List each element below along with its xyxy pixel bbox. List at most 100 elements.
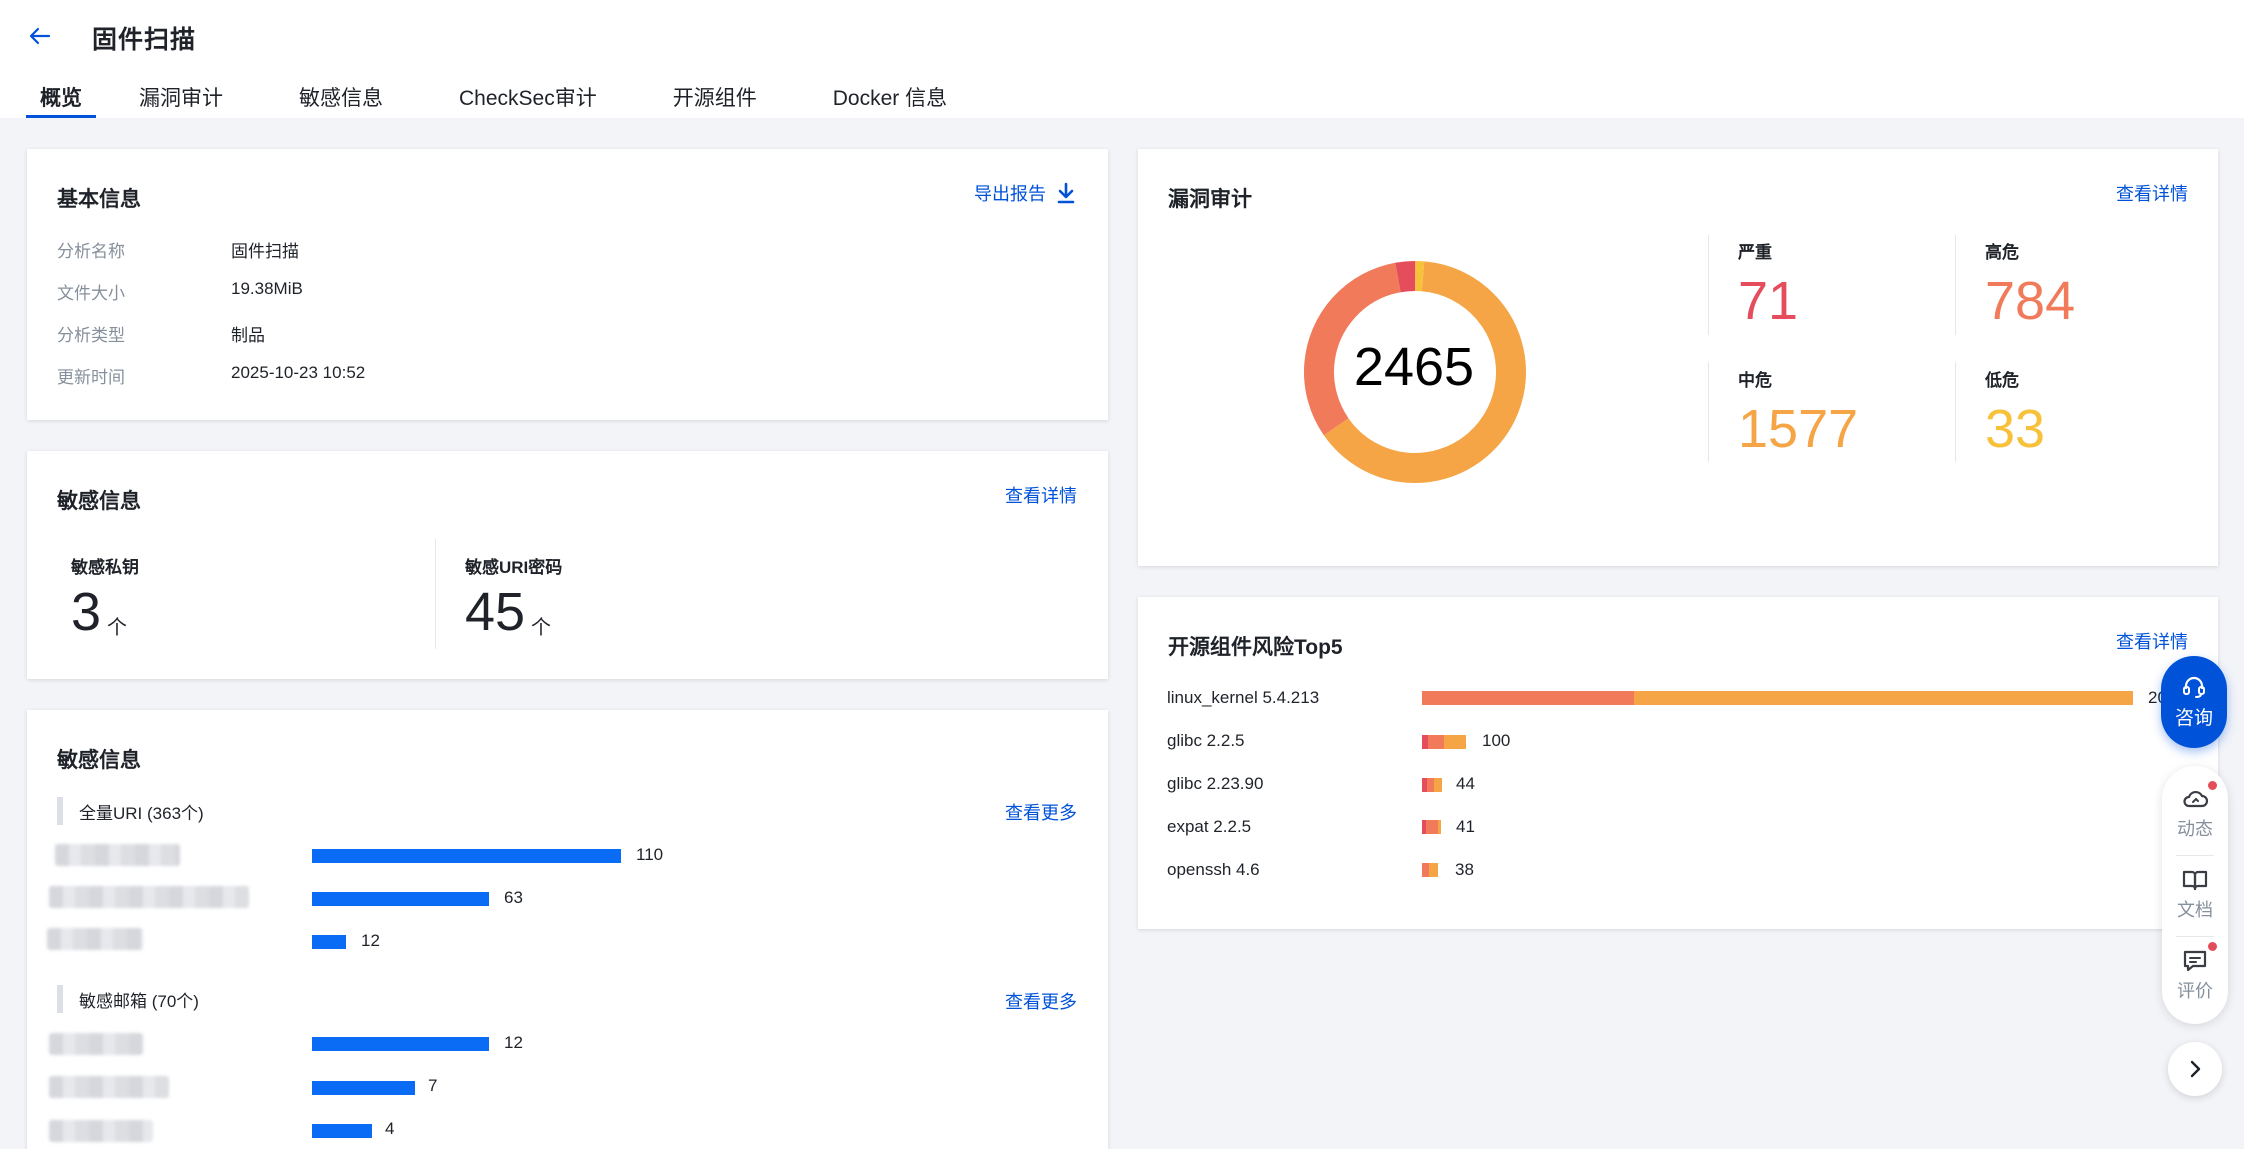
severity-divider <box>1708 362 1709 462</box>
analysis-type-label: 分析类型 <box>57 326 125 345</box>
page-header: 固件扫描 概览 漏洞审计 敏感信息 CheckSec审计 开源组件 Docker… <box>0 0 2244 118</box>
file-size-label: 文件大小 <box>57 284 125 303</box>
vuln-detail-link[interactable]: 查看详情 <box>2116 184 2188 204</box>
high-count: 784 <box>1985 271 2076 331</box>
component-name: linux_kernel 5.4.213 <box>1167 688 1320 707</box>
component-bar-medium <box>1429 863 1438 877</box>
widget-separator <box>2176 936 2214 937</box>
component-value: 100 <box>1482 731 1511 750</box>
analysis-name-label: 分析名称 <box>57 242 125 261</box>
section-marker <box>57 985 63 1013</box>
tab-docker[interactable]: Docker 信息 <box>832 87 948 110</box>
high-label: 高危 <box>1985 243 2019 262</box>
email-bar-3-value: 4 <box>385 1119 395 1138</box>
sensitive-detail-link[interactable]: 查看详情 <box>1005 486 1077 506</box>
vuln-total: 2465 <box>1353 337 1475 397</box>
uri-section-header: 全量URI (363个) <box>57 796 204 826</box>
uri-more-link[interactable]: 查看更多 <box>1005 803 1077 823</box>
card-title: 敏感信息 <box>57 749 141 772</box>
download-icon <box>1057 182 1075 204</box>
email-bar-3 <box>312 1124 372 1138</box>
uri-password-label: 敏感URI密码 <box>465 558 563 577</box>
back-button[interactable] <box>22 18 58 54</box>
component-name: glibc 2.23.90 <box>1167 774 1264 793</box>
book-icon <box>2182 870 2208 891</box>
feedback-widget[interactable]: 评价 <box>2162 936 2228 1016</box>
blurred-email-label <box>49 1076 169 1098</box>
email-section-header: 敏感邮箱 (70个) <box>57 984 199 1014</box>
stat-divider <box>435 539 436 649</box>
tab-checksec[interactable]: CheckSec审计 <box>459 87 597 110</box>
analysis-type-value: 制品 <box>231 326 265 345</box>
component-bar-high <box>1427 778 1434 792</box>
component-bar-medium <box>1634 691 2133 705</box>
low-count: 33 <box>1985 399 2046 459</box>
blurred-uri-label <box>55 844 180 866</box>
page-title: 固件扫描 <box>92 26 197 54</box>
updated-time-label: 更新时间 <box>57 368 125 387</box>
tab-open-source[interactable]: 开源组件 <box>672 87 757 110</box>
component-bar-medium <box>1434 778 1442 792</box>
severity-divider <box>1708 235 1709 335</box>
export-report-link[interactable]: 导出报告 <box>974 180 1076 206</box>
low-label: 低危 <box>1985 371 2019 390</box>
top5-detail-link[interactable]: 查看详情 <box>2116 632 2188 652</box>
news-badge <box>2208 781 2217 790</box>
critical-count: 71 <box>1738 271 1799 331</box>
chevron-right-icon <box>2190 1060 2201 1078</box>
blurred-email-label <box>49 1120 153 1142</box>
component-bar-medium <box>1438 820 1441 834</box>
vuln-audit-card: 漏洞审计 查看详情 严重 71 高危 784 中危 1577 低危 33 <box>1138 149 2218 566</box>
docs-widget[interactable]: 文档 <box>2162 855 2228 935</box>
email-bar-2 <box>312 1081 415 1095</box>
email-more-link[interactable]: 查看更多 <box>1005 992 1077 1012</box>
component-value: 41 <box>1456 817 1475 836</box>
component-bar-high <box>1428 735 1444 749</box>
private-key-label: 敏感私钥 <box>71 558 139 577</box>
medium-count: 1577 <box>1738 399 1859 459</box>
blurred-uri-label <box>47 928 143 950</box>
uri-bar-2-value: 63 <box>504 888 523 907</box>
section-marker <box>57 797 63 825</box>
uri-bar-3-value: 12 <box>361 931 380 950</box>
donut-slice-3 <box>1304 261 1526 483</box>
email-bar-1 <box>312 1037 489 1051</box>
uri-bar-1-value: 110 <box>636 845 664 864</box>
news-widget[interactable]: 动态 <box>2162 774 2228 854</box>
uri-bar-2 <box>312 892 489 906</box>
card-title: 敏感信息 <box>57 490 141 513</box>
sensitive-bars-card: 敏感信息 全量URI (363个) 查看更多 110 63 12 敏感邮箱 (7… <box>27 710 1108 1149</box>
component-value: 44 <box>1456 774 1475 793</box>
component-bar-critical <box>1422 735 1428 749</box>
uri-bar-1 <box>312 849 621 863</box>
headset-icon <box>2183 676 2205 698</box>
updated-time-value: 2025-10-23 10:52 <box>231 363 366 382</box>
uri-password-count: 45 <box>465 582 526 642</box>
tab-overview[interactable]: 概览 <box>26 80 96 118</box>
consult-label: 咨询 <box>2174 707 2213 729</box>
docs-label: 文档 <box>2177 900 2213 920</box>
component-name: expat 2.2.5 <box>1167 817 1252 836</box>
uri-password-unit: 个 <box>531 617 551 639</box>
consult-button[interactable]: 咨询 <box>2161 656 2227 748</box>
component-name: openssh 4.6 <box>1167 860 1260 879</box>
uri-bar-3 <box>312 935 346 949</box>
severity-divider <box>1955 362 1956 462</box>
tab-vuln-audit[interactable]: 漏洞审计 <box>139 87 223 110</box>
side-widget-panel: 动态 文档 评价 <box>2162 766 2228 1024</box>
sensitive-summary-card: 敏感信息 查看详情 敏感私钥 3 个 敏感URI密码 45 个 <box>27 451 1108 679</box>
uri-section-label: 全量URI (363个) <box>79 803 204 823</box>
component-bar-medium <box>1444 735 1466 749</box>
severity-divider <box>1955 235 1956 335</box>
donut-slice-1 <box>1304 261 1526 483</box>
card-title: 漏洞审计 <box>1168 188 1252 211</box>
analysis-name-value: 固件扫描 <box>231 242 299 261</box>
tab-sensitive-info[interactable]: 敏感信息 <box>299 87 383 110</box>
top5-card: 开源组件风险Top5 查看详情 <box>1138 597 2218 929</box>
card-title: 开源组件风险Top5 <box>1168 636 1343 659</box>
file-size-value: 19.38MiB <box>231 279 303 298</box>
blurred-uri-label <box>49 886 249 908</box>
component-bar-high <box>1422 691 1634 705</box>
widget-separator <box>2176 855 2214 856</box>
expand-button[interactable] <box>2168 1042 2222 1096</box>
